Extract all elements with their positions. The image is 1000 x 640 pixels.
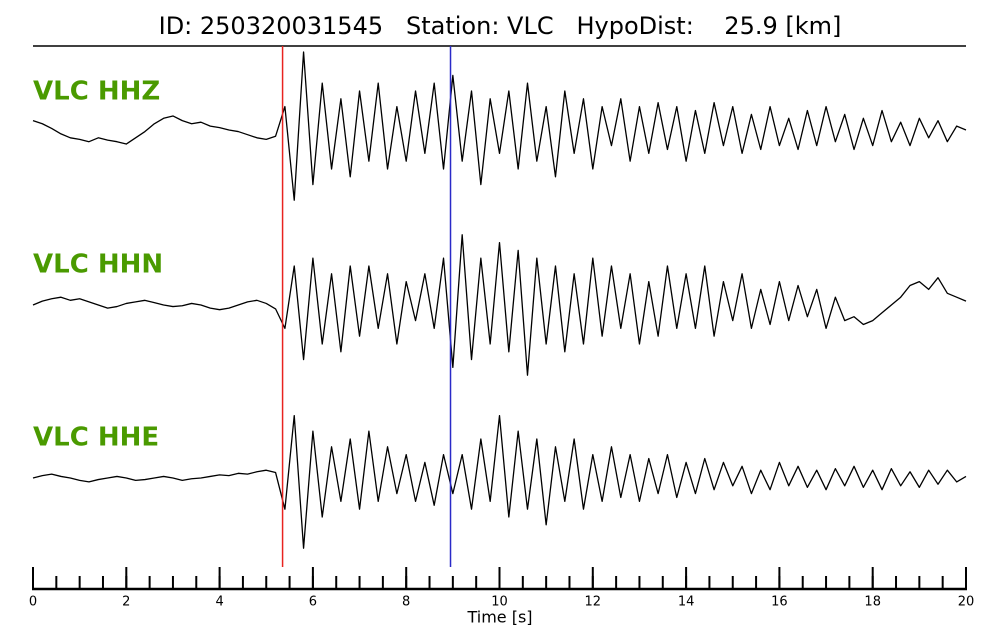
x-tick-label: 2 xyxy=(122,595,130,610)
waveform xyxy=(32,234,967,376)
trace-label: VLC HHN xyxy=(33,250,163,280)
x-tick-label: 10 xyxy=(491,595,508,610)
trace-label: VLC HHE xyxy=(33,423,159,453)
x-tick-label: 0 xyxy=(29,595,37,610)
x-tick-label: 14 xyxy=(678,595,695,610)
x-tick-label: 4 xyxy=(215,595,223,610)
x-axis-label: Time [s] xyxy=(466,608,532,627)
chart-title: ID: 250320031545 Station: VLC HypoDist: … xyxy=(159,12,842,40)
x-tick-label: 8 xyxy=(402,595,410,610)
waveform xyxy=(32,414,967,549)
x-tick-label: 18 xyxy=(864,595,881,610)
x-tick-label: 16 xyxy=(771,595,788,610)
x-tick-label: 20 xyxy=(958,595,975,610)
trace-label: VLC HHZ xyxy=(33,77,160,107)
x-tick-label: 6 xyxy=(309,595,317,610)
waveform xyxy=(32,51,967,201)
x-tick-label: 12 xyxy=(585,595,602,610)
